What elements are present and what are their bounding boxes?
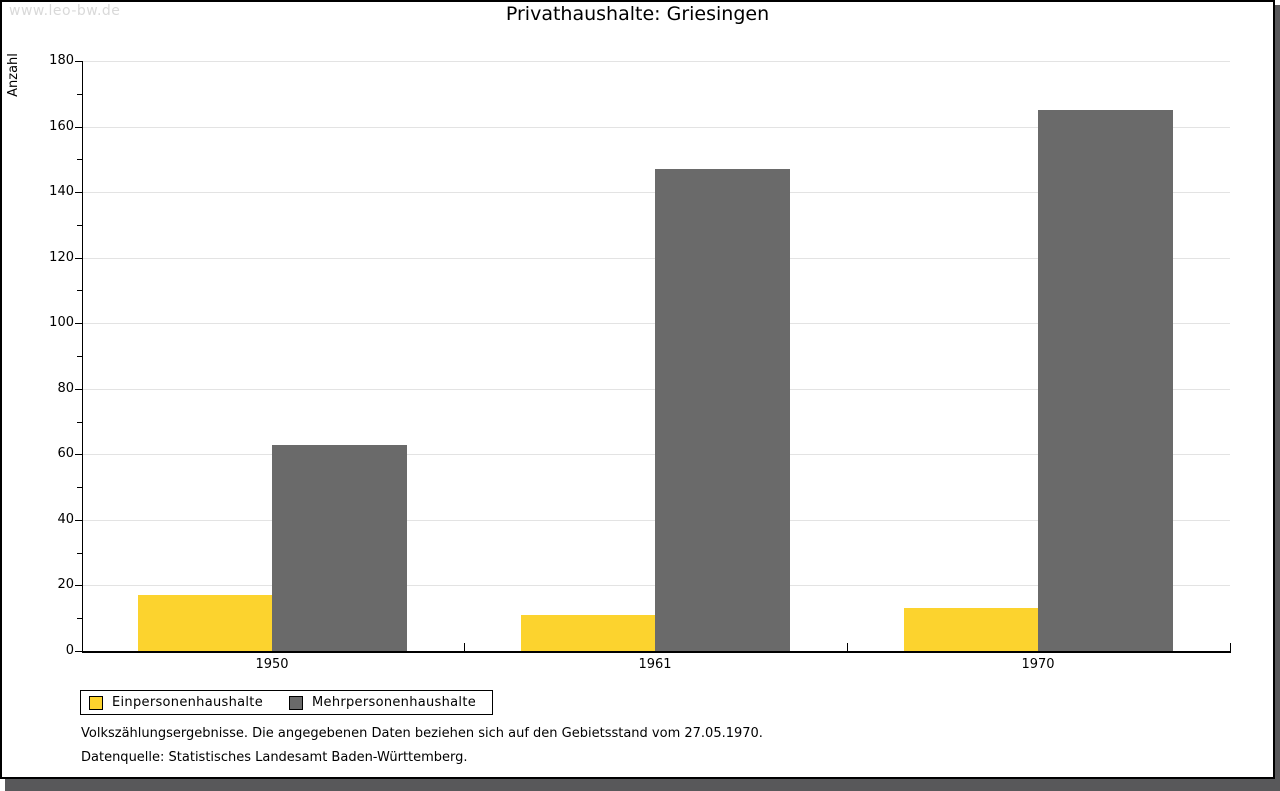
gridline-y-180 bbox=[83, 61, 1230, 62]
y-tick-120 bbox=[75, 257, 82, 259]
y-tick-40 bbox=[75, 519, 82, 521]
bar-einpersonenhaushalte-1970 bbox=[903, 608, 1038, 651]
y-tick-label-40: 40 bbox=[57, 511, 74, 527]
y-tick-label-80: 80 bbox=[57, 380, 74, 396]
y-tick-180 bbox=[75, 61, 82, 62]
y-minor-tick-130 bbox=[77, 224, 82, 226]
bar-mehrpersonenhaushalte-1970 bbox=[1038, 110, 1173, 651]
legend-label-einpersonenhaushalte: Einpersonenhaushalte bbox=[112, 695, 263, 710]
x-category-label-1970: 1970 bbox=[1021, 657, 1055, 672]
y-tick-label-20: 20 bbox=[57, 577, 74, 593]
y-axis-label: Anzahl bbox=[6, 53, 21, 97]
y-tick-label-0: 0 bbox=[65, 643, 74, 658]
y-tick-160 bbox=[75, 126, 82, 128]
x-category-label-1950: 1950 bbox=[255, 657, 289, 672]
bar-einpersonenhaushalte-1961 bbox=[520, 614, 655, 651]
y-tick-20 bbox=[75, 585, 82, 587]
gridline-y-160 bbox=[83, 126, 1230, 128]
y-minor-tick-50 bbox=[77, 487, 82, 489]
footnote-data-source: Datenquelle: Statistisches Landesamt Bad… bbox=[81, 750, 468, 765]
x-tick-end bbox=[1230, 643, 1231, 651]
y-tick-label-60: 60 bbox=[57, 446, 74, 462]
bar-mehrpersonenhaushalte-1950 bbox=[272, 444, 407, 651]
y-minor-tick-10 bbox=[77, 618, 82, 620]
drop-shadow-bottom bbox=[5, 779, 1280, 791]
x-tick-boundary-1 bbox=[463, 643, 465, 651]
y-minor-tick-170 bbox=[77, 93, 82, 95]
y-minor-tick-90 bbox=[77, 356, 82, 357]
y-minor-tick-30 bbox=[77, 552, 82, 554]
y-tick-80 bbox=[75, 388, 82, 390]
y-minor-tick-70 bbox=[77, 421, 82, 423]
legend-swatch-einpersonenhaushalte-icon bbox=[89, 695, 103, 710]
x-category-label-1961: 1961 bbox=[638, 657, 672, 672]
bar-mehrpersonenhaushalte-1961 bbox=[655, 169, 790, 651]
y-minor-tick-150 bbox=[77, 159, 82, 161]
footnote-source-note: Volkszählungsergebnisse. Die angegebenen… bbox=[81, 726, 763, 741]
y-minor-tick-110 bbox=[77, 290, 82, 292]
x-axis-line bbox=[82, 651, 1231, 653]
y-axis-line bbox=[82, 61, 83, 653]
y-tick-label-140: 140 bbox=[49, 184, 74, 200]
watermark: www.leo-bw.de bbox=[9, 3, 121, 19]
x-tick-boundary-2 bbox=[846, 643, 848, 651]
y-tick-label-100: 100 bbox=[49, 315, 74, 331]
bar-einpersonenhaushalte-1950 bbox=[137, 595, 272, 651]
legend-swatch-mehrpersonenhaushalte-icon bbox=[289, 695, 303, 710]
chart-title: Privathaushalte: Griesingen bbox=[505, 3, 770, 25]
y-tick-label-180: 180 bbox=[49, 53, 74, 68]
legend: Einpersonenhaushalte Mehrpersonenhaushal… bbox=[80, 690, 494, 715]
drop-shadow-right bbox=[1275, 5, 1280, 791]
y-tick-label-160: 160 bbox=[49, 118, 74, 134]
y-tick-60 bbox=[75, 454, 82, 456]
y-tick-label-120: 120 bbox=[49, 249, 74, 265]
y-tick-140 bbox=[75, 192, 82, 194]
y-tick-100 bbox=[75, 323, 82, 325]
y-tick-0 bbox=[75, 651, 82, 652]
legend-item-einpersonenhaushalte: Einpersonenhaushalte bbox=[89, 695, 263, 710]
legend-item-mehrpersonenhaushalte: Mehrpersonenhaushalte bbox=[289, 695, 476, 710]
legend-label-mehrpersonenhaushalte: Mehrpersonenhaushalte bbox=[312, 695, 477, 710]
